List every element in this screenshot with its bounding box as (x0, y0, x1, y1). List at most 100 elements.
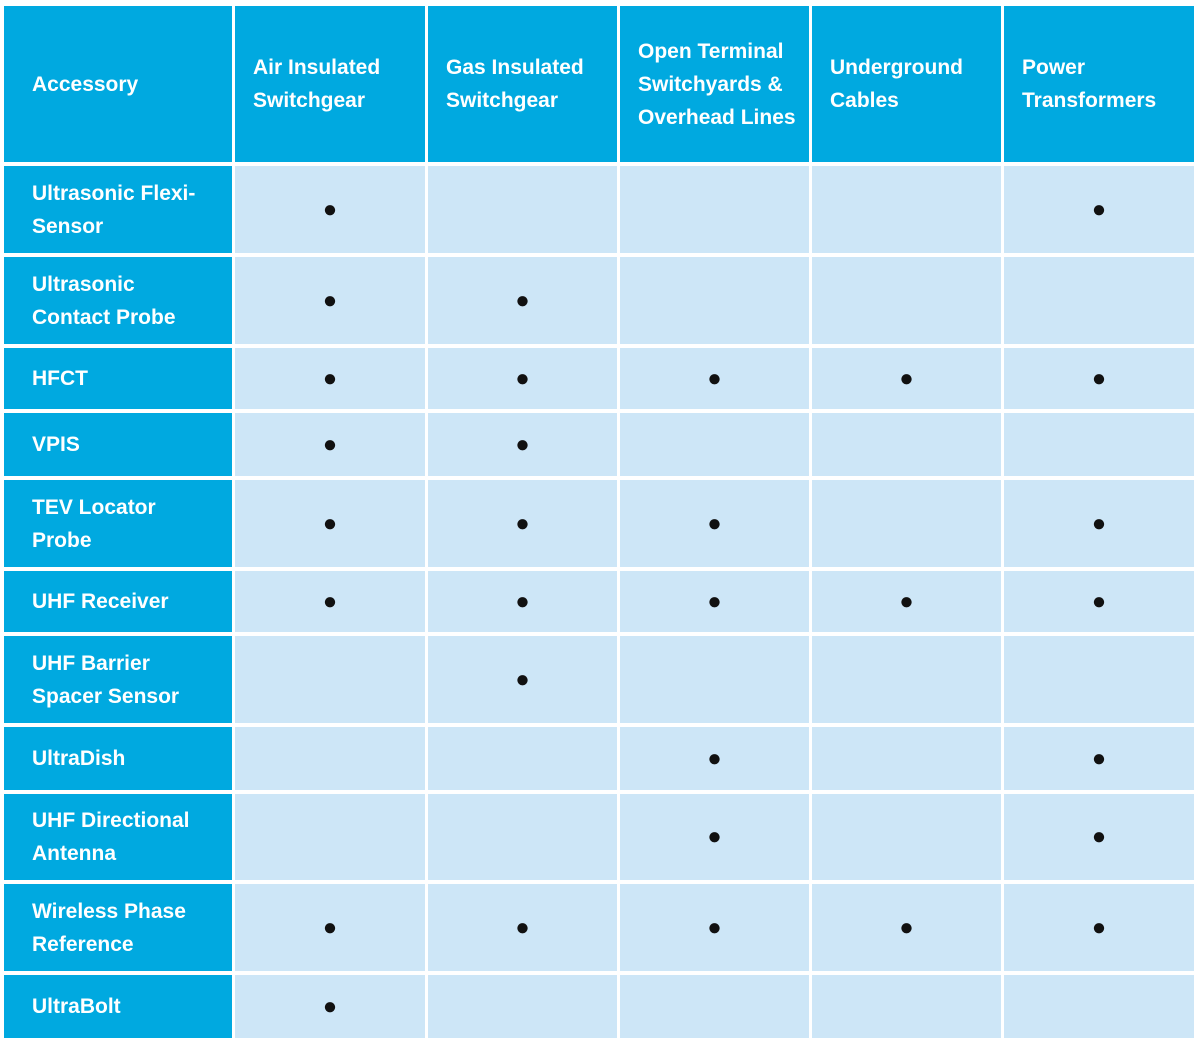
row-label-cell: Ultrasonic Flexi-Sensor (4, 166, 232, 253)
header-cell: Power Transformers (1004, 6, 1194, 162)
dot: ● (707, 364, 722, 392)
table-cell: ● (235, 884, 425, 971)
table-cell (1004, 636, 1194, 723)
table-cell: ● (620, 480, 809, 567)
table-cell (428, 166, 617, 253)
table-cell (1004, 413, 1194, 476)
row-label-cell: UltraDish (4, 727, 232, 790)
dot: ● (1091, 744, 1107, 772)
row-label-cell: UHF Directional Antenna (4, 794, 232, 880)
dot: ● (322, 509, 338, 537)
table-cell: ● (1004, 571, 1194, 632)
dot: ● (899, 364, 914, 392)
row-label: Ultrasonic Contact Probe (32, 272, 176, 329)
header-text: Accessory (32, 72, 139, 96)
table-cell: ● (620, 884, 809, 971)
header-text: Power Transformers (1022, 56, 1157, 112)
dot: ● (1091, 587, 1107, 615)
dot: ● (707, 913, 722, 941)
table-cell: ● (1004, 727, 1194, 790)
table-cell: ● (428, 348, 617, 409)
table-cell (812, 480, 1001, 567)
table-cell (620, 413, 809, 476)
table-cell (812, 727, 1001, 790)
dot: ● (515, 286, 530, 314)
dot: ● (515, 364, 530, 392)
dot: ● (322, 430, 338, 458)
row-label: UHF Receiver (32, 590, 169, 613)
table-cell (620, 975, 809, 1038)
dot: ● (322, 992, 338, 1020)
dot: ● (1091, 195, 1107, 223)
table-cell (812, 166, 1001, 253)
table-cell: ● (1004, 884, 1194, 971)
table-cell: ● (235, 413, 425, 476)
table-cell (812, 794, 1001, 880)
dot: ● (515, 587, 530, 615)
table-cell: ● (428, 480, 617, 567)
table-cell: ● (620, 727, 809, 790)
table-cell (812, 257, 1001, 344)
table-cell: ● (1004, 480, 1194, 567)
table-cell: ● (428, 413, 617, 476)
row-label-cell: UHF Receiver (4, 571, 232, 632)
table-cell: ● (812, 571, 1001, 632)
table-cell (235, 727, 425, 790)
row-label-cell: UltraBolt (4, 975, 232, 1038)
dot: ● (899, 913, 914, 941)
dot: ● (707, 587, 722, 615)
table-cell: ● (620, 794, 809, 880)
header-cell: Accessory (4, 6, 232, 162)
table-cell (428, 794, 617, 880)
table-cell (812, 975, 1001, 1038)
row-label-cell: TEV Locator Probe (4, 480, 232, 567)
dot: ● (1091, 364, 1107, 392)
row-label-cell: Wireless Phase Reference (4, 884, 232, 971)
table-cell: ● (235, 975, 425, 1038)
dot: ● (322, 286, 338, 314)
header-cell: Open Terminal Switchyards & Overhead Lin… (620, 6, 809, 162)
dot: ● (515, 509, 530, 537)
dot: ● (322, 195, 338, 223)
row-label: UltraDish (32, 747, 126, 770)
row-label: Wireless Phase Reference (32, 899, 186, 956)
row-label: Ultrasonic Flexi-Sensor (32, 181, 196, 238)
table-cell (235, 636, 425, 723)
table-cell (428, 727, 617, 790)
row-label: UHF Directional Antenna (32, 809, 190, 865)
table-cell (620, 636, 809, 723)
row-label-cell: UHF Barrier Spacer Sensor (4, 636, 232, 723)
dot: ● (515, 665, 530, 693)
table-cell: ● (428, 884, 617, 971)
table-cell: ● (428, 571, 617, 632)
dot: ● (322, 913, 338, 941)
dot: ● (322, 587, 338, 615)
table-cell: ● (235, 166, 425, 253)
table-cell (620, 166, 809, 253)
dot: ● (707, 823, 722, 850)
header-cell: Underground Cables (812, 6, 1001, 162)
row-label-cell: Ultrasonic Contact Probe (4, 257, 232, 344)
table-cell (620, 257, 809, 344)
row-label: HFCT (32, 367, 88, 390)
dot: ● (899, 587, 914, 615)
dot: ● (1091, 509, 1107, 537)
table-cell (235, 794, 425, 880)
table-cell: ● (1004, 348, 1194, 409)
header-text: Underground Cables (830, 56, 963, 112)
table-cell: ● (235, 480, 425, 567)
table-cell: ● (620, 571, 809, 632)
dot: ● (1091, 913, 1107, 941)
table-cell: ● (620, 348, 809, 409)
table-cell: ● (1004, 166, 1194, 253)
header-cell: Gas Insulated Switchgear (428, 6, 617, 162)
dot: ● (707, 744, 722, 772)
table-cell (428, 975, 617, 1038)
row-label: TEV Locator Probe (32, 495, 156, 552)
table-cell: ● (812, 348, 1001, 409)
table-cell: ● (1004, 794, 1194, 880)
header-text: Gas Insulated Switchgear (446, 56, 584, 112)
header-text: Air Insulated Switchgear (253, 56, 381, 112)
row-label-cell: VPIS (4, 413, 232, 476)
